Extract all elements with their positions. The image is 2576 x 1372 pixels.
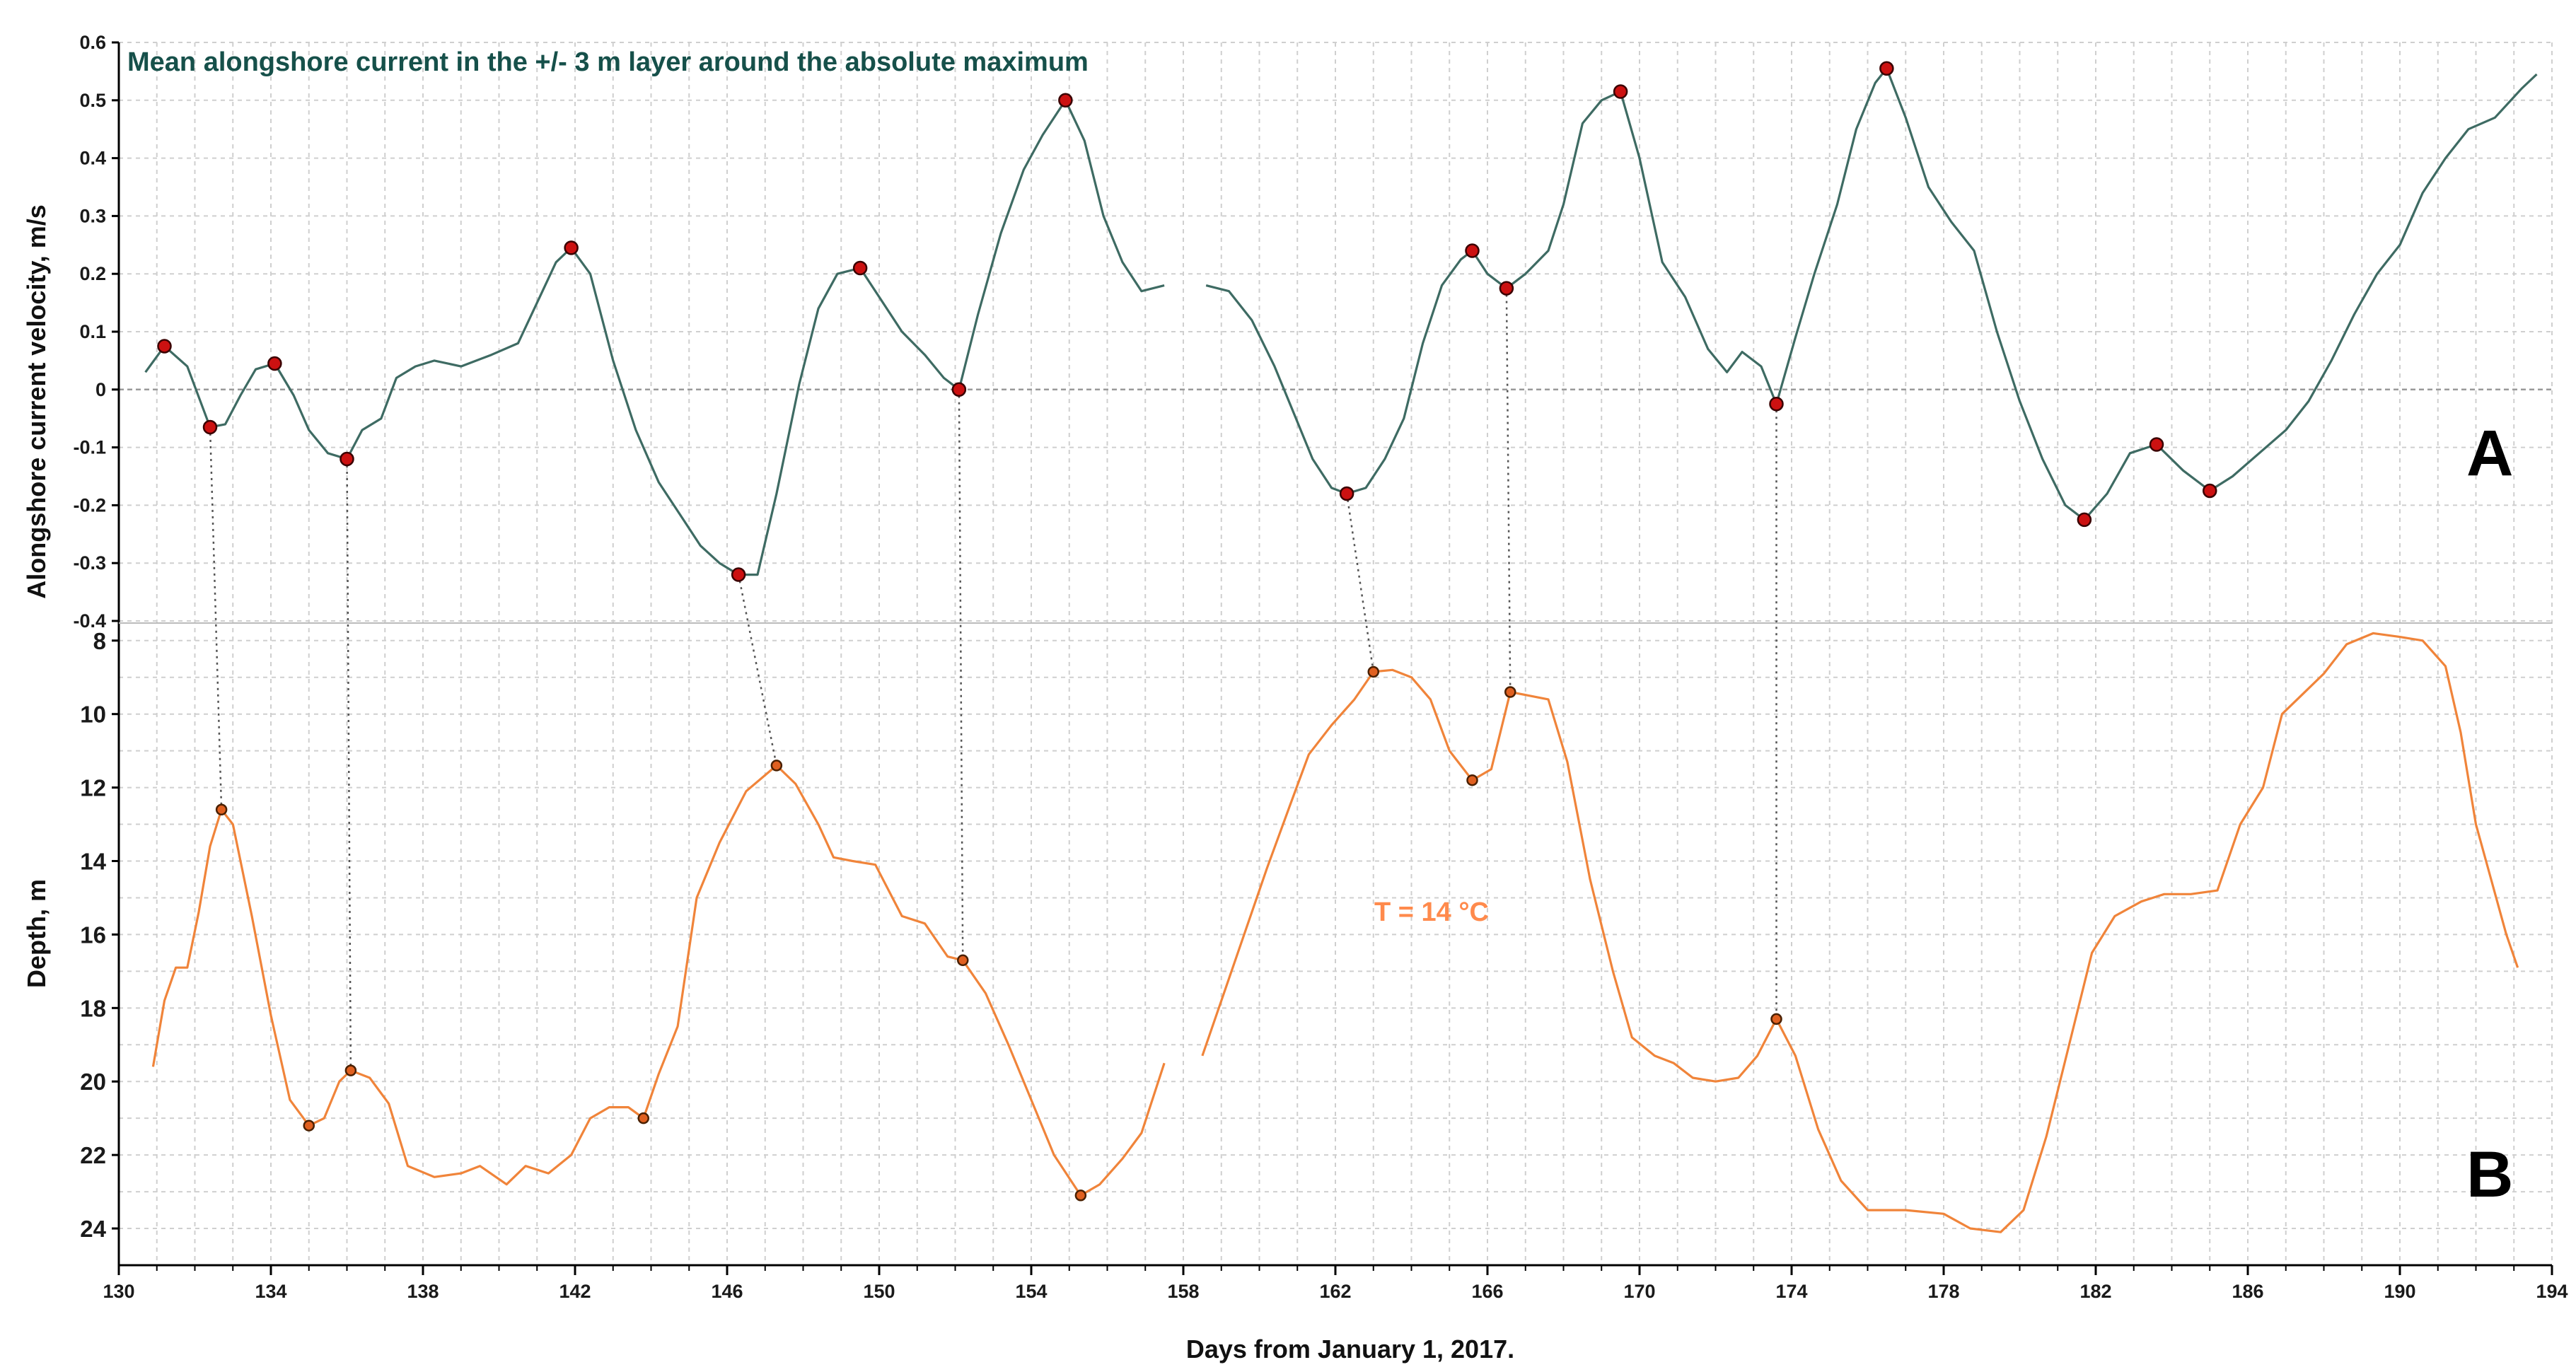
depth-marker — [215, 803, 228, 816]
velocity-marker — [564, 240, 579, 255]
velocity-marker — [1465, 243, 1480, 258]
y-tick-label-velocity: -0.4 — [73, 610, 106, 632]
connectors — [209, 288, 1777, 1071]
y-tick-label-velocity: -0.2 — [73, 494, 106, 516]
x-tick-label: 178 — [1927, 1281, 1959, 1302]
depth-marker — [1367, 665, 1379, 678]
velocity-marker — [951, 382, 967, 397]
x-axis-title: Days from January 1, 2017. — [1186, 1335, 1514, 1364]
connector-line — [1345, 493, 1374, 673]
x-tick-label: 142 — [559, 1281, 591, 1302]
y-tick-label-velocity: 0 — [95, 379, 106, 400]
temperature-annotation: T = 14 °C — [1374, 897, 1489, 927]
y-tick-label-velocity: 0.5 — [79, 90, 106, 111]
y-axis-title-depth: Depth, m — [22, 879, 51, 988]
axes — [112, 41, 2553, 1275]
connector-line — [346, 458, 352, 1071]
velocity-marker — [2149, 437, 2164, 452]
y-tick-label-depth: 16 — [80, 922, 106, 948]
series-depth — [151, 632, 2519, 1233]
x-tick-label: 170 — [1623, 1281, 1655, 1302]
panel-label-a: A — [2466, 417, 2513, 489]
x-tick-label: 162 — [1319, 1281, 1351, 1302]
x-tick-label: 146 — [711, 1281, 743, 1302]
y-tick-label-depth: 8 — [93, 628, 106, 654]
velocity-line — [1205, 67, 2538, 521]
x-tick-label: 130 — [103, 1281, 134, 1302]
depth-marker — [770, 760, 783, 772]
depth-marker — [344, 1064, 357, 1076]
depth-marker — [957, 954, 969, 967]
x-tick-label: 150 — [863, 1281, 895, 1302]
depth-marker — [303, 1120, 315, 1132]
chart-title: Mean alongshore current in the +/- 3 m l… — [127, 47, 1089, 77]
velocity-marker — [1879, 61, 1894, 76]
velocity-marker — [1769, 397, 1784, 412]
x-tick-label: 154 — [1015, 1281, 1047, 1302]
velocity-marker — [1613, 84, 1628, 99]
velocity-line — [144, 99, 1165, 576]
x-tick-label: 190 — [2384, 1281, 2415, 1302]
depth-marker — [1466, 774, 1478, 786]
y-tick-label-depth: 14 — [80, 849, 106, 875]
velocity-marker — [202, 419, 218, 435]
depth-line — [1201, 632, 2519, 1233]
velocity-marker — [2077, 512, 2092, 528]
y-axis-title-velocity: Alongshore current velocity, m/s — [22, 204, 51, 598]
connector-line — [737, 574, 778, 766]
velocity-marker — [340, 451, 354, 467]
depth-marker — [1074, 1190, 1087, 1202]
velocity-marker — [2203, 483, 2217, 499]
velocity-marker — [1339, 486, 1354, 501]
x-tick-label: 194 — [2536, 1281, 2568, 1302]
depth-marker — [1504, 686, 1516, 698]
tick-labels: 130 134 138 142 146 150 154 158 162 166 170 174 178 1… — [73, 32, 2568, 1302]
y-tick-label-depth: 22 — [80, 1142, 106, 1168]
x-tick-label: 174 — [1775, 1281, 1807, 1302]
panel-label-b: B — [2466, 1139, 2513, 1211]
y-tick-label-depth: 20 — [80, 1069, 106, 1095]
velocity-marker — [852, 260, 868, 276]
y-tick-label-velocity: -0.1 — [73, 437, 106, 458]
x-tick-label: 134 — [255, 1281, 286, 1302]
y-tick-label-velocity: 0.1 — [79, 321, 106, 342]
y-tick-label-depth: 12 — [80, 775, 106, 801]
y-tick-label-depth: 24 — [80, 1216, 106, 1242]
velocity-marker — [1058, 93, 1073, 108]
y-tick-label-velocity: 0.2 — [79, 263, 106, 284]
velocity-marker — [1499, 281, 1514, 296]
depth-marker — [1770, 1013, 1782, 1025]
series-current-velocity — [144, 61, 2538, 582]
velocity-marker — [731, 567, 746, 582]
y-tick-label-depth: 10 — [80, 702, 106, 728]
x-tick-label: 182 — [2079, 1281, 2111, 1302]
y-tick-label-velocity: 0.3 — [79, 205, 106, 226]
depth-line — [151, 764, 1166, 1197]
depth-marker — [637, 1112, 649, 1124]
x-tick-label: 158 — [1167, 1281, 1199, 1302]
y-tick-label-velocity: -0.3 — [73, 552, 106, 574]
y-tick-label-depth: 18 — [80, 995, 106, 1021]
x-tick-label: 166 — [1471, 1281, 1503, 1302]
x-tick-label: 138 — [407, 1281, 439, 1302]
y-tick-label-velocity: 0.4 — [79, 148, 106, 169]
velocity-marker — [157, 339, 172, 354]
y-tick-label-velocity: 0.6 — [79, 32, 106, 53]
velocity-marker — [267, 356, 282, 371]
x-tick-label: 186 — [2232, 1281, 2263, 1302]
connector-line — [209, 426, 223, 810]
